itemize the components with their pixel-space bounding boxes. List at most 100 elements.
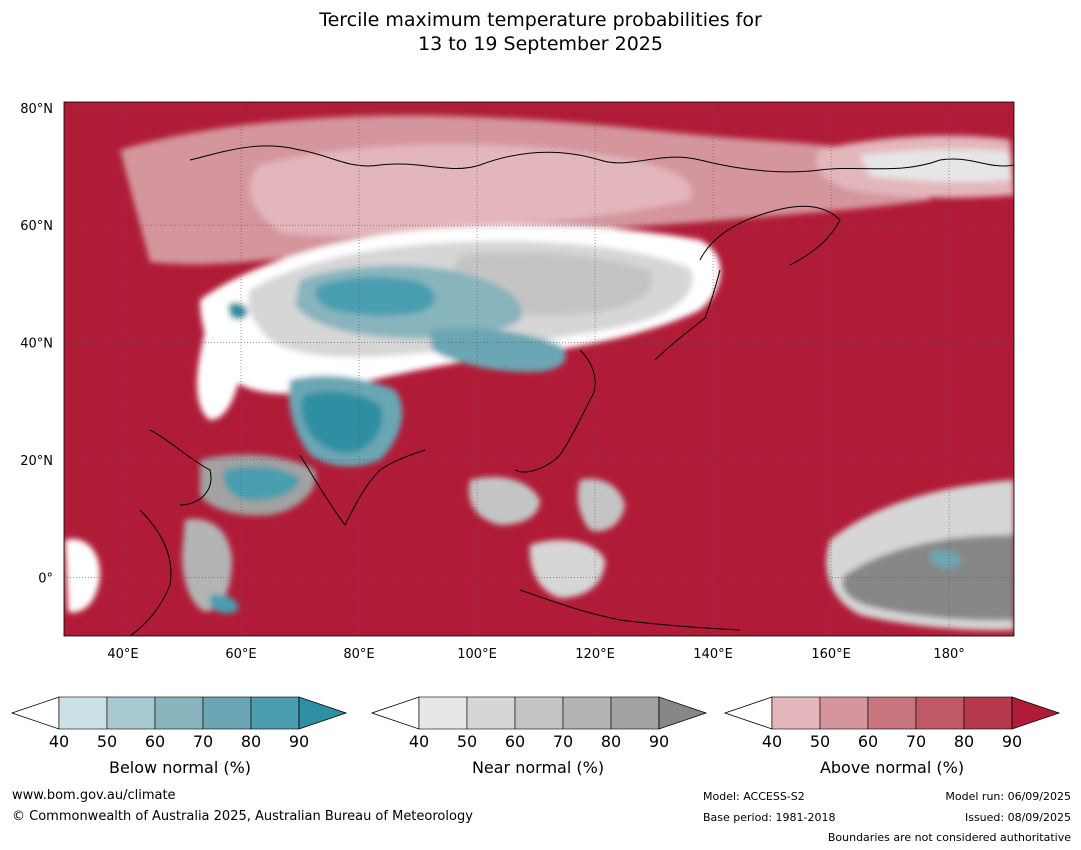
colour-bar-tick: 80 (954, 732, 974, 751)
lon-label: 140°E (693, 647, 733, 662)
copyright-text: © Commonwealth of Australia 2025, Austra… (12, 809, 473, 824)
somali-near (182, 519, 232, 612)
colour-bar-segment (915, 696, 965, 730)
borneo-near (529, 540, 605, 598)
colour-bar-low-arrow (10, 696, 60, 730)
probability-shading (65, 115, 1014, 631)
indochina-near (468, 476, 540, 525)
colour-bar-1: 40 50 60 70 80 90 (10, 696, 348, 751)
model-text: Model: ACCESS-S2 (703, 790, 805, 803)
colour-bar-tick: 40 (762, 732, 782, 751)
website-link[interactable]: www.bom.gov.au/climate (12, 788, 176, 803)
colour-bar-segment (106, 696, 156, 730)
issued-text: Issued: 08/09/2025 (964, 811, 1071, 824)
colour-bar-tick: 90 (649, 732, 669, 751)
okhotsk-coast (699, 205, 841, 266)
arabia-coast (149, 429, 212, 506)
colour-bar-segment (202, 696, 252, 730)
japan-coast (654, 269, 721, 361)
india-below-core (301, 391, 383, 453)
lon-label: 80°E (343, 647, 374, 662)
lon-label: 60°E (225, 647, 256, 662)
colour-bar-segment (466, 696, 516, 730)
colour-legends: 40 50 60 70 80 90 40 50 60 70 80 90 40 50 60 70 80 90 (10, 696, 1061, 751)
india-coast (299, 449, 426, 526)
colour-bar-low-arrow (370, 696, 420, 730)
boundaries-disclaimer: Boundaries are not considered authoritat… (827, 831, 1071, 844)
pacific-near-inner (842, 535, 1014, 621)
below-normal-legend-label: Below normal (%) (108, 758, 252, 777)
colour-bar-high-arrow (298, 696, 348, 730)
lon-label: 100°E (457, 647, 497, 662)
colour-bar-tick: 80 (601, 732, 621, 751)
colour-bar-segment (963, 696, 1013, 730)
map-frame (63, 101, 1015, 637)
graticule (64, 102, 1014, 636)
somali-below (210, 594, 239, 614)
colour-bar-low-arrow (723, 696, 773, 730)
map-title: Tercile maximum temperature probabilitie… (0, 8, 1081, 56)
latitude-labels: 80°N 60°N 40°N 20°N 0° (20, 102, 53, 586)
arabian-sea-below (223, 466, 300, 501)
lon-label: 160°E (811, 647, 851, 662)
east-africa-neutral (65, 539, 100, 613)
colour-bar-tick: 70 (193, 732, 213, 751)
colour-bar-tick: 50 (810, 732, 830, 751)
colour-bar-segment (154, 696, 204, 730)
colour-bar-segment (819, 696, 869, 730)
colour-bar-tick: 60 (505, 732, 525, 751)
caspian-below (228, 302, 248, 320)
colour-bar-segment (418, 696, 468, 730)
lon-label: 40°E (107, 647, 138, 662)
colour-bar-segment (867, 696, 917, 730)
middle-east-neutral (197, 329, 241, 420)
title-line-1: Tercile maximum temperature probabilitie… (319, 9, 762, 31)
colour-bar-segment (250, 696, 300, 730)
model-run-text: Model run: 06/09/2025 (945, 790, 1071, 803)
kazakhstan-below-core (315, 277, 435, 316)
colour-bar-tick: 50 (457, 732, 477, 751)
colour-bar-3: 40 50 60 70 80 90 (723, 696, 1061, 751)
colour-bar-tick: 60 (858, 732, 878, 751)
colour-bar-tick: 80 (241, 732, 261, 751)
colour-bar-tick: 90 (289, 732, 309, 751)
longitude-labels: 40°E 60°E 80°E 100°E 120°E 140°E 160°E 180° (107, 647, 964, 662)
colour-bar-tick: 70 (906, 732, 926, 751)
near-normal-legend-label: Near normal (%) (471, 758, 605, 777)
colour-bar-high-arrow (658, 696, 708, 730)
lat-label: 0° (38, 571, 53, 586)
lat-label: 80°N (20, 102, 53, 117)
colour-bar-tick: 90 (1002, 732, 1022, 751)
colour-bar-segment (58, 696, 108, 730)
colour-bar-tick: 60 (145, 732, 165, 751)
coastlines (129, 145, 1014, 636)
colour-bar-2: 40 50 60 70 80 90 (370, 696, 708, 751)
colour-bar-segment (514, 696, 564, 730)
colour-bar-segment (610, 696, 660, 730)
lat-label: 20°N (20, 454, 53, 469)
colour-bar-segment (771, 696, 821, 730)
colour-bar-segment (562, 696, 612, 730)
colour-bar-tick: 50 (97, 732, 117, 751)
colour-bar-tick: 40 (409, 732, 429, 751)
china-coast (514, 349, 596, 473)
base-period-text: Base period: 1981-2018 (703, 811, 836, 824)
above-normal-legend-label: Above normal (%) (819, 758, 965, 777)
lon-label: 180° (933, 647, 964, 662)
colour-bar-tick: 70 (553, 732, 573, 751)
philippines-near (577, 478, 625, 532)
indonesia-coast (519, 589, 741, 631)
colour-bar-tick: 40 (49, 732, 69, 751)
siberia-pale-band (249, 144, 692, 237)
arctic-coast (189, 145, 1014, 173)
arctic-near-normal (860, 149, 1012, 183)
title-line-2: 13 to 19 September 2025 (418, 33, 663, 55)
colour-bar-high-arrow (1011, 696, 1061, 730)
tarim-below (430, 328, 566, 372)
lat-label: 60°N (20, 219, 53, 234)
pacific-below (930, 550, 962, 569)
lat-label: 40°N (20, 337, 53, 352)
map-panel (64, 102, 1014, 636)
lon-label: 120°E (575, 647, 615, 662)
